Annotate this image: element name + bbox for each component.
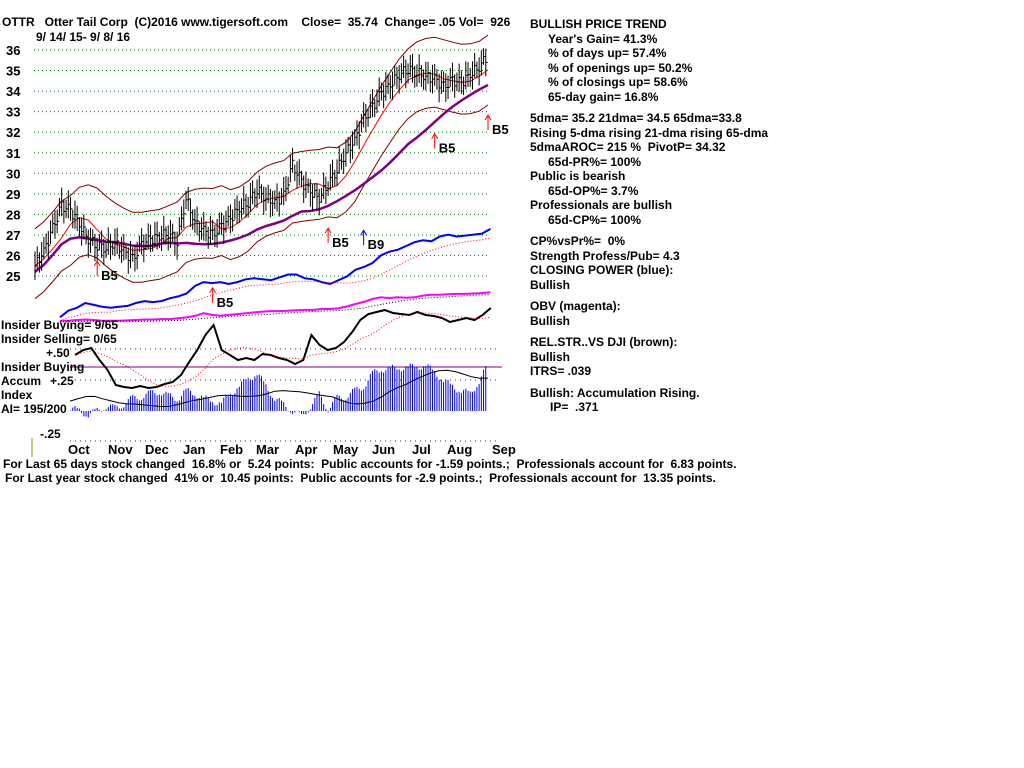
arrow-head-icon: [360, 229, 368, 236]
right-panel-line: Bullish: [530, 313, 571, 328]
right-panel-line: 5dmaAROC= 215 % PivotP= 34.32: [530, 140, 726, 154]
footer-line-1: For Last 65 days stock changed 16.8% or …: [3, 457, 737, 471]
y-tick-label: 34: [6, 84, 21, 99]
rel-strength-line: [74, 307, 492, 390]
chart-title: OTTR Otter Tail Corp (C)2016 www.tigerso…: [2, 15, 511, 29]
y-tick-label: 25: [6, 269, 20, 284]
right-panel-line: 65d-OP%= 3.7%: [548, 183, 639, 198]
right-panel-line: Bullish: Accumulation Rising.: [530, 385, 700, 400]
plus50-label: +.50: [46, 346, 70, 360]
right-panel-line: % of days up= 57.4%: [548, 46, 667, 60]
arrow-head-icon: [209, 286, 217, 294]
right-panel-line: 65d-CP%= 100%: [548, 212, 642, 227]
x-tick-label: May: [333, 442, 359, 457]
y-tick-label: 26: [6, 249, 20, 264]
buy-signal-label: B5: [101, 268, 118, 283]
index-label: Index: [1, 388, 33, 402]
right-panel-line: Rising 5-dma rising 21-dma rising 65-dma: [530, 125, 769, 140]
x-tick-label: Feb: [220, 442, 243, 457]
right-panel-line: OBV (magenta):: [530, 299, 621, 313]
buy-signal-label: B5: [332, 235, 349, 250]
x-tick-label: Jan: [183, 442, 205, 457]
accum-label: Accum: [1, 374, 42, 388]
obv-ma-line: [60, 294, 491, 323]
x-tick-label: Jun: [372, 442, 395, 457]
right-panel-line: ITRS= .039: [530, 364, 592, 378]
ai-label: AI= 195/200: [1, 402, 67, 416]
upper-band-line: [34, 34, 489, 230]
x-tick-label: Sep: [492, 442, 516, 457]
closing-power-line: [59, 228, 491, 319]
lower-band-line: [34, 104, 489, 300]
buy-signal-label: B9: [368, 237, 385, 252]
buy-signal-label: B5: [439, 141, 456, 156]
buy-signal-label: B5: [492, 122, 509, 137]
insider-buying-label-2: Insider Buying: [1, 360, 85, 374]
right-panel-line: Professionals are bullish: [530, 198, 673, 212]
insider-buying-label: Insider Buying= 9/65: [1, 318, 119, 332]
x-tick-label: Dec: [145, 442, 169, 457]
obv-line: [60, 291, 491, 322]
ma21-line: [34, 69, 489, 267]
y-tick-label: 33: [6, 105, 20, 120]
minus25-label: -.25: [40, 427, 61, 441]
footer-line-2: For Last year stock changed 41% or 10.45…: [5, 471, 716, 485]
right-panel-line: Public is bearish: [530, 169, 626, 183]
x-tick-label: Mar: [256, 442, 279, 457]
y-tick-label: 27: [6, 228, 20, 243]
arrow-head-icon: [324, 227, 332, 234]
plus25-label: +.25: [50, 374, 74, 388]
right-panel-line: Bullish: [530, 349, 571, 364]
x-tick-label: Apr: [295, 442, 317, 457]
arrow-head-icon: [484, 114, 492, 121]
arrow-head-icon: [93, 260, 101, 267]
right-panel-line: Year's Gain= 41.3%: [548, 31, 658, 46]
x-tick-label: Aug: [447, 442, 472, 457]
right-panel-line: CP%vsPr%= 0%: [530, 234, 626, 248]
y-tick-label: 29: [6, 187, 20, 202]
right-panel-line: REL.STR..VS DJI (brown):: [530, 335, 678, 349]
insider-selling-label: Insider Selling= 0/65: [1, 332, 117, 346]
buy-signal-label: B5: [217, 295, 234, 310]
right-panel-line: 5dma= 35.2 21dma= 34.5 65dma=33.8: [530, 111, 742, 125]
y-tick-label: 35: [6, 64, 20, 79]
accum-ma-line: [69, 369, 489, 407]
x-tick-label: Jul: [412, 442, 431, 457]
closing-power-ma-line: [59, 237, 491, 322]
right-panel-line: IP= .371: [550, 400, 599, 414]
y-tick-label: 31: [6, 146, 20, 161]
y-tick-label: 28: [6, 207, 20, 222]
right-panel-line: Bullish: [530, 277, 571, 292]
y-tick-label: 30: [6, 166, 20, 181]
right-panel-line: % of closings up= 58.6%: [548, 75, 688, 89]
y-tick-label: 36: [6, 43, 20, 58]
right-panel-line: CLOSING POWER (blue):: [530, 263, 674, 277]
right-panel-line: 65-day gain= 16.8%: [548, 89, 659, 104]
arrow-head-icon: [431, 132, 439, 139]
right-panel-line: Strength Profess/Pub= 4.3: [530, 248, 680, 263]
right-panel-line: BULLISH PRICE TREND: [530, 17, 667, 31]
right-panel-line: % of openings up= 50.2%: [548, 60, 693, 75]
x-tick-label: Oct: [68, 442, 90, 457]
x-tick-label: Nov: [108, 442, 133, 457]
right-panel-line: 65d-PR%= 100%: [548, 154, 642, 169]
date-range: 9/ 14/ 15- 9/ 8/ 16: [36, 30, 131, 44]
y-tick-label: 32: [6, 125, 20, 140]
